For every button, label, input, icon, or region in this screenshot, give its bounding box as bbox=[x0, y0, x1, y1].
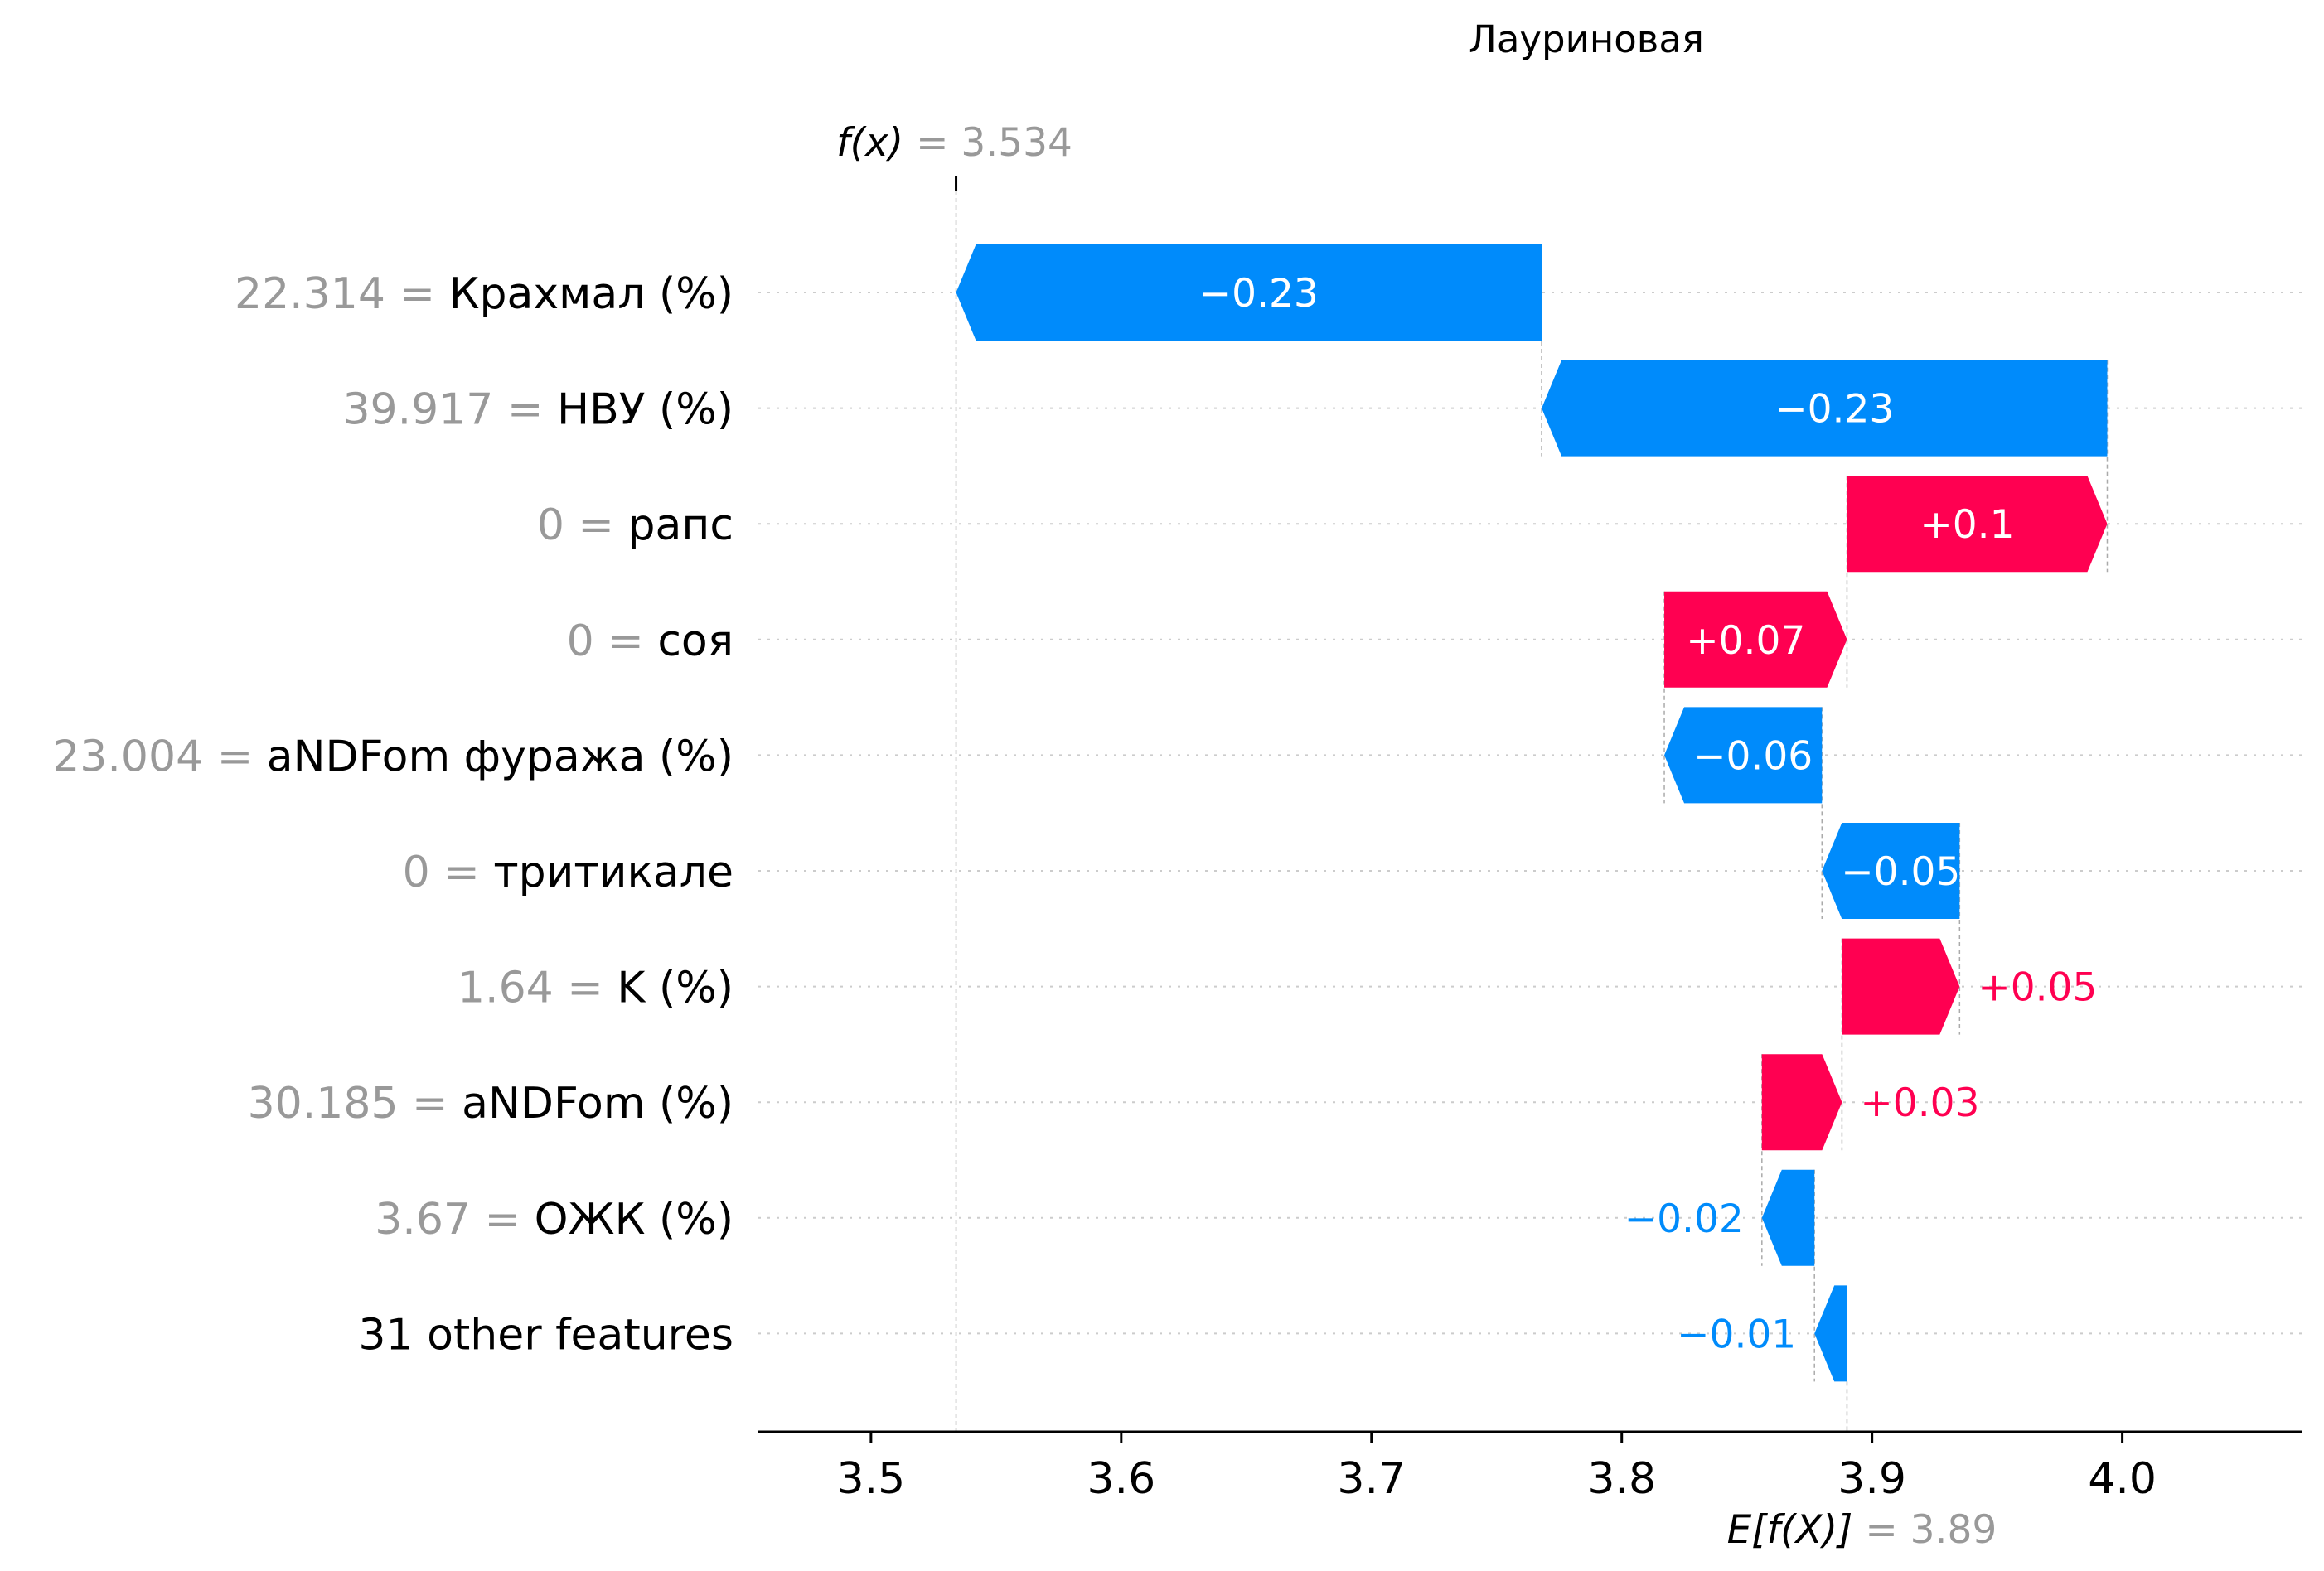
x-axis: 3.5 3.6 3.7 3.8 3.9 4.0 bbox=[758, 1430, 2302, 1504]
x-tick-label: 3.8 bbox=[1587, 1454, 1656, 1504]
feature-name: НВУ (%) bbox=[557, 385, 734, 435]
base-value-marker: E[f(X)] = 3.89 bbox=[1727, 1507, 1997, 1553]
feature-value: 0 = bbox=[537, 500, 628, 550]
bar-value-label: −0.05 bbox=[1841, 849, 1960, 895]
waterfall-bar bbox=[1814, 1285, 1847, 1382]
feature-label: 22.314 = Крахмал (%) bbox=[235, 269, 734, 319]
feature-label: 0 = соя bbox=[567, 616, 734, 666]
waterfall-bar bbox=[1822, 823, 1960, 919]
base-value-label: E[f(X)] = 3.89 bbox=[1727, 1507, 1997, 1553]
output-value-number: = 3.534 bbox=[903, 120, 1072, 166]
base-value-number: = 3.89 bbox=[1852, 1507, 1997, 1553]
waterfall-bar bbox=[1847, 476, 2108, 573]
feature-name: K (%) bbox=[617, 964, 734, 1013]
output-value-marker: f(x) = 3.534 bbox=[836, 120, 1072, 191]
feature-label: 39.917 = НВУ (%) bbox=[342, 385, 734, 435]
feature-label: 23.004 = aNDFom фуража (%) bbox=[52, 732, 734, 781]
waterfall-bar bbox=[1664, 707, 1823, 804]
feature-value: 1.64 = bbox=[458, 964, 617, 1013]
waterfall-bar bbox=[1664, 591, 1847, 688]
feature-value: 0 = bbox=[403, 848, 494, 897]
feature-value: 23.004 = bbox=[52, 732, 267, 781]
feature-labels: 22.314 = Крахмал (%) 39.917 = НВУ (%) 0 = … bbox=[52, 269, 734, 1360]
bar-value-label: −0.23 bbox=[1774, 387, 1894, 433]
feature-value: 39.917 = bbox=[342, 385, 557, 435]
feature-label: 0 = рапс bbox=[537, 500, 734, 550]
bar-value-label: −0.02 bbox=[1624, 1196, 1744, 1242]
feature-name: 31 other features bbox=[358, 1310, 734, 1360]
feature-label: 31 other features bbox=[358, 1310, 734, 1360]
feature-name: aNDFom фуража (%) bbox=[267, 732, 734, 781]
feature-name: ОЖК (%) bbox=[535, 1195, 734, 1245]
waterfall-bar bbox=[1761, 1054, 1842, 1151]
bar-value-label: +0.03 bbox=[1860, 1080, 1979, 1126]
feature-name: aNDFom (%) bbox=[462, 1079, 734, 1129]
feature-value: 30.185 = bbox=[248, 1079, 462, 1129]
bar-value-label: +0.05 bbox=[1978, 965, 2097, 1011]
feature-name: рапс bbox=[628, 500, 734, 550]
feature-value: 3.67 = bbox=[375, 1195, 534, 1245]
feature-name: соя bbox=[657, 616, 734, 666]
waterfall-bar bbox=[1542, 360, 2108, 457]
bar-value-label: −0.06 bbox=[1693, 733, 1813, 779]
bar-value-label: −0.23 bbox=[1199, 271, 1319, 317]
bar-value-label: +0.07 bbox=[1686, 618, 1805, 664]
bars: −0.23 −0.23 +0.1 +0.07 −0.06 −0.05 +0.05 +0.03 −… bbox=[956, 244, 2108, 1382]
feature-label: 0 = тритикале bbox=[403, 848, 734, 897]
x-tick-label: 3.9 bbox=[1837, 1454, 1906, 1504]
x-tick-label: 4.0 bbox=[2088, 1454, 2157, 1504]
output-value-prefix: f(x) bbox=[836, 120, 903, 166]
output-value-label: f(x) = 3.534 bbox=[836, 120, 1072, 166]
feature-label: 1.64 = K (%) bbox=[458, 964, 734, 1013]
feature-label: 30.185 = aNDFom (%) bbox=[248, 1079, 734, 1129]
feature-name: тритикале bbox=[493, 848, 734, 897]
waterfall-bar bbox=[1842, 938, 1960, 1035]
bar-value-label: −0.01 bbox=[1677, 1312, 1796, 1357]
waterfall-bar bbox=[956, 244, 1542, 341]
x-tick-label: 3.7 bbox=[1337, 1454, 1406, 1504]
chart-title: Лауриновая bbox=[1469, 17, 1704, 61]
waterfall-bar bbox=[1761, 1169, 1815, 1266]
x-tick-label: 3.5 bbox=[837, 1454, 906, 1504]
feature-value: 0 = bbox=[567, 616, 658, 666]
feature-value: 22.314 = bbox=[235, 269, 449, 319]
base-value-prefix: E[f(X)] bbox=[1727, 1507, 1853, 1553]
connector-lines bbox=[955, 191, 2109, 1432]
bar-value-label: +0.1 bbox=[1920, 502, 2014, 548]
x-tick-label: 3.6 bbox=[1087, 1454, 1155, 1504]
feature-name: Крахмал (%) bbox=[449, 269, 734, 319]
feature-label: 3.67 = ОЖК (%) bbox=[375, 1195, 734, 1245]
